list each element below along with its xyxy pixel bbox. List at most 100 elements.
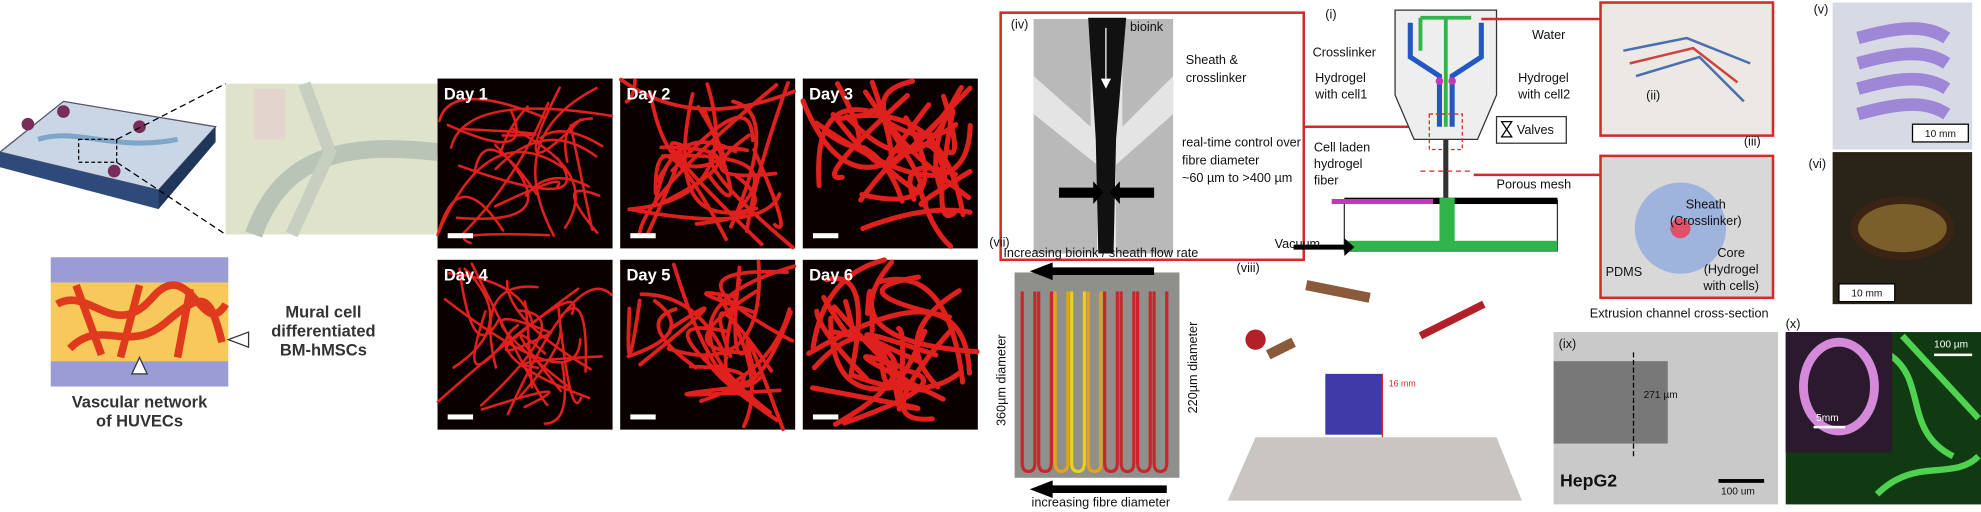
- label: Core: [1717, 246, 1744, 260]
- label: Water: [1532, 28, 1565, 42]
- scale-label: 5mm: [1816, 413, 1839, 424]
- label: Sheath: [1686, 198, 1726, 212]
- scale-label: 10 mm: [1925, 129, 1956, 140]
- label: fibre diameter: [1182, 153, 1259, 167]
- extruder-schematic: [1293, 9, 1567, 256]
- vessel-network: [626, 259, 797, 432]
- mural-label: BM-hMSCs: [280, 341, 367, 359]
- day-panels: Day 1 Day 2 Day 3 Day 4 Day 5 Day 6: [436, 77, 980, 432]
- panel-tag: (x): [1786, 317, 1801, 331]
- scale-bar: [630, 233, 656, 239]
- green-network: [1874, 333, 1981, 497]
- panel-tag: (v): [1814, 2, 1829, 16]
- coil: [1856, 22, 1951, 121]
- label: with cells): [1702, 279, 1759, 293]
- vessel-network: [436, 262, 613, 425]
- hand: [1265, 280, 1371, 360]
- panel-tag: (vii): [989, 236, 1009, 250]
- fibre: [1086, 291, 1103, 474]
- panel-tag: (iii): [1744, 134, 1761, 148]
- panel-tag: (i): [1325, 8, 1336, 22]
- scale-bar: [447, 414, 474, 420]
- fibre: [1053, 291, 1070, 474]
- printed-fibres: [1020, 291, 1169, 474]
- day-label: Day 5: [627, 267, 671, 285]
- vessel-network: [619, 77, 796, 250]
- arrow: [1029, 262, 1155, 281]
- panel-tag: (viii): [1237, 261, 1260, 275]
- scale-label: 100 µm: [1934, 339, 1968, 350]
- scale-box: [1838, 283, 1896, 303]
- label: Porous mesh: [1497, 177, 1572, 191]
- printed-fibre-photo: [1014, 272, 1180, 478]
- fibre: [1020, 291, 1037, 474]
- panel-tag: (ii): [1646, 89, 1660, 103]
- fibre-bundle: [1245, 329, 1266, 350]
- caption: Extrusion channel cross-section: [1590, 307, 1769, 321]
- label: 220µm diameter: [1186, 322, 1200, 414]
- vascular-label: of HUVECs: [96, 412, 183, 430]
- label: HepG2: [1560, 470, 1617, 490]
- fibre-bundle: [1418, 300, 1486, 340]
- label: Crosslinker: [1313, 46, 1376, 60]
- scale-bar: [1813, 425, 1846, 429]
- label: Hydrogel: [1315, 71, 1366, 85]
- scale-bar: [812, 414, 839, 420]
- label: (Crosslinker): [1670, 214, 1742, 228]
- fibre: [1152, 291, 1169, 474]
- label: crosslinker: [1186, 71, 1247, 85]
- label: Sheath &: [1186, 53, 1239, 67]
- scale-bar: [1934, 353, 1973, 357]
- panel-tag: (ix): [1559, 337, 1577, 351]
- label: ~60 µm to >400 µm: [1182, 171, 1292, 185]
- core-circle: [1670, 217, 1691, 239]
- label: increasing fibre diameter: [1032, 495, 1171, 509]
- label: fiber: [1314, 174, 1339, 188]
- label: Hydrogel: [1518, 71, 1569, 85]
- micrograph: [437, 78, 613, 249]
- vessel-network: [806, 257, 980, 427]
- label: Increasing bioink / sheath flow rate: [1003, 246, 1198, 260]
- label: 271 µm: [1644, 390, 1678, 401]
- day-label: Day 4: [444, 267, 489, 285]
- scale-bar: [812, 233, 839, 239]
- label: Vacuum: [1275, 237, 1321, 251]
- vessel-network: [800, 78, 973, 249]
- label: PDMS: [1606, 265, 1643, 279]
- chip-illustration: [0, 81, 439, 238]
- scale-bar: [1718, 479, 1765, 483]
- day-label: Day 2: [627, 85, 671, 103]
- label: real-time control over: [1182, 136, 1301, 150]
- day-label: Day 3: [809, 85, 853, 103]
- scale-label: 100 um: [1721, 486, 1755, 497]
- ring: [1799, 337, 1879, 436]
- label: Cell laden: [1314, 141, 1370, 155]
- chip-photo: [1599, 1, 1775, 137]
- scale-bar: [630, 414, 656, 420]
- cell-cluster: [1553, 361, 1668, 444]
- chip-channels: [1623, 36, 1751, 103]
- mural-label: Mural cell: [285, 303, 361, 321]
- day-label: Day 1: [444, 85, 488, 103]
- label: with cell1: [1314, 87, 1367, 101]
- label: (Hydrogel: [1704, 262, 1759, 276]
- label: bioink: [1130, 20, 1164, 34]
- vascular-diagram: [50, 257, 250, 387]
- fibre: [1070, 291, 1086, 474]
- label: hydrogel: [1314, 157, 1363, 171]
- scale-bar: [447, 233, 474, 239]
- panel-tag: (iv): [1011, 18, 1029, 32]
- ring: [1850, 196, 1955, 260]
- label: 16 mm: [1389, 378, 1416, 388]
- fibre: [1037, 291, 1053, 474]
- vascular-label: Vascular network: [72, 393, 208, 411]
- label: 360µm diameter: [994, 334, 1008, 426]
- chip-channels: [1629, 46, 1739, 84]
- scale-label: 10 mm: [1851, 289, 1882, 300]
- printer-base: [1227, 437, 1522, 501]
- fibre: [1103, 291, 1119, 474]
- vessel-network: [436, 86, 614, 245]
- y-channel-image: [1033, 17, 1174, 254]
- day-label: Day 6: [809, 267, 853, 285]
